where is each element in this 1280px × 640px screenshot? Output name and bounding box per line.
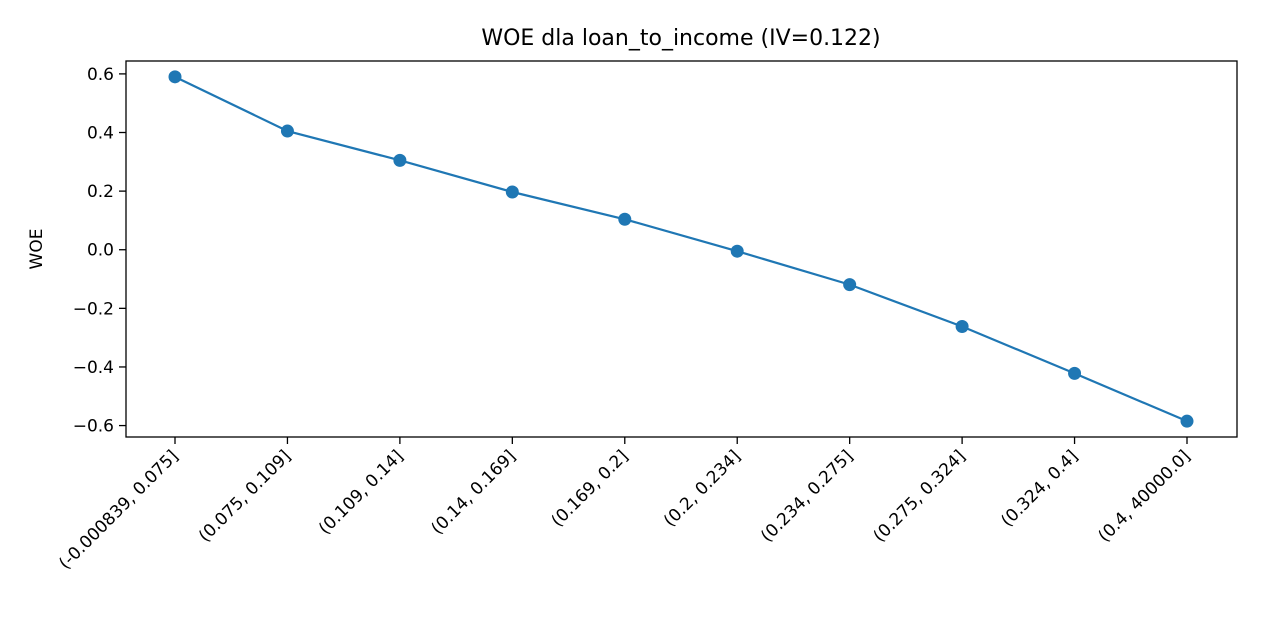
data-point [955, 320, 969, 334]
y-tick-label: −0.6 [73, 417, 114, 437]
data-point [168, 70, 182, 84]
series-line [174, 75, 1188, 423]
y-tick-label: 0.6 [87, 65, 114, 85]
y-tick-label: 0.2 [87, 182, 114, 202]
y-tick-label: −0.2 [73, 299, 114, 319]
data-point [618, 212, 632, 226]
data-point [393, 153, 407, 167]
chart-title: WOE dla loan_to_income (IV=0.122) [481, 26, 880, 51]
y-tick-label: 0.4 [87, 124, 114, 144]
y-tick-label: 0.0 [87, 241, 114, 261]
data-point [1068, 366, 1082, 380]
data-point [505, 185, 519, 199]
data-point [843, 278, 857, 292]
data-point [1180, 414, 1194, 428]
y-tick-label: −0.4 [73, 358, 114, 378]
data-point [280, 124, 294, 138]
data-point [730, 244, 744, 258]
plot-frame [125, 60, 1238, 438]
y-axis-label: WOE [27, 229, 47, 270]
